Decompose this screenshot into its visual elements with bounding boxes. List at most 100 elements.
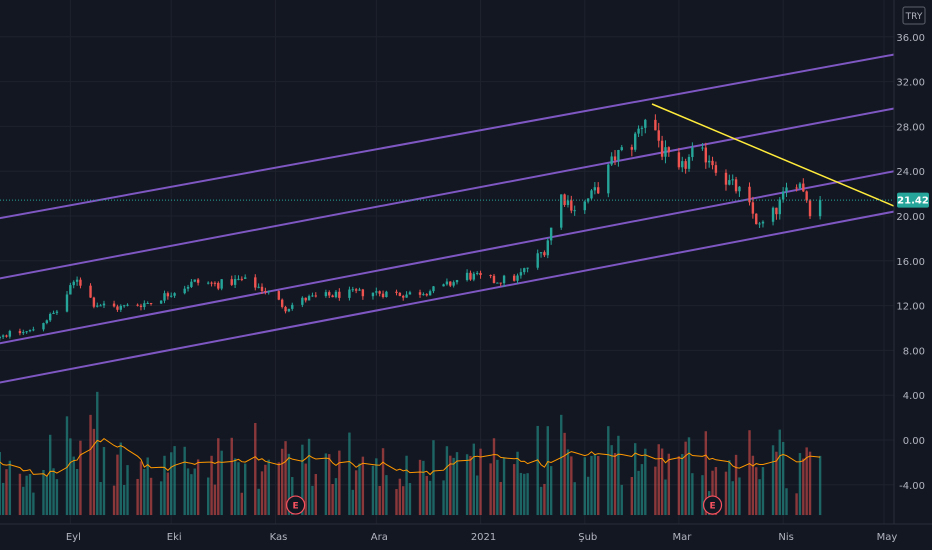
candle-body (45, 320, 49, 324)
candle-body (479, 272, 482, 276)
candle-body (210, 282, 213, 284)
volume-bar (755, 467, 758, 516)
volume-moving-average (0, 437, 821, 477)
channel-line[interactable] (0, 167, 918, 351)
volume-bar (684, 441, 687, 516)
candle-body (324, 292, 328, 297)
volume-bar (284, 441, 287, 516)
candle-body (660, 140, 664, 157)
volume-bar (425, 475, 428, 516)
candle-body (284, 306, 287, 312)
volume-bar (163, 455, 166, 516)
candle-body (734, 179, 738, 192)
volume-bar (351, 489, 354, 516)
channel-line[interactable] (0, 50, 918, 225)
volume-bar (748, 430, 751, 516)
candle-body (260, 286, 264, 291)
candle-body (99, 305, 102, 307)
candle-body (79, 279, 82, 286)
candle-body (523, 268, 526, 273)
candle-body (512, 275, 516, 281)
candle-body (687, 157, 691, 169)
volume-bar (254, 423, 257, 516)
volume-bar (149, 477, 153, 516)
candle-body (5, 335, 8, 337)
x-tick-label: May (877, 532, 898, 543)
candle-body (724, 172, 728, 185)
channel-line[interactable] (0, 104, 918, 285)
volume-bar (173, 446, 176, 516)
trend-line[interactable] (651, 103, 918, 216)
volume-bar (210, 455, 213, 516)
volume-bar (597, 455, 600, 516)
volume-bar (637, 470, 640, 516)
candle-body (691, 147, 694, 158)
candle-body (449, 281, 452, 286)
volume-bar (432, 440, 435, 516)
volume-bar (28, 473, 32, 516)
candle-body (597, 187, 600, 194)
volume-bar (502, 457, 506, 516)
volume-bar (381, 448, 385, 516)
candle-body (398, 292, 402, 296)
candle-body (96, 305, 99, 307)
candle-body (213, 282, 217, 284)
candle-body (607, 164, 610, 194)
volume-bar (761, 467, 765, 516)
candle-body (445, 281, 449, 285)
volume-bar (428, 480, 432, 516)
event-marker-label[interactable]: E (709, 502, 715, 512)
candle-body (361, 289, 365, 297)
volume-bar (802, 458, 805, 516)
volume-bar (751, 455, 755, 516)
volume-bar (422, 460, 425, 516)
event-marker-label[interactable]: E (293, 502, 299, 512)
candle-body (405, 294, 408, 298)
y-tick-label: 4.00 (903, 391, 925, 402)
volume-bar (402, 486, 405, 516)
volume-bar (230, 437, 233, 516)
volume-bar (122, 484, 126, 516)
volume-bar (449, 455, 452, 516)
candle-body (785, 187, 788, 192)
volume-bar (489, 463, 492, 516)
candle-body (48, 313, 52, 321)
volume-bar (32, 492, 35, 516)
candle-body (502, 275, 506, 284)
volume-bar (213, 484, 217, 516)
y-tick-label: 32.00 (896, 78, 925, 89)
price-axis[interactable]: 36.00 32.00 28.00 24.00 20.00 16.00 12.00 8.00 4… (896, 33, 925, 492)
volume-bar (516, 451, 519, 516)
candle-body (539, 252, 543, 254)
time-axis[interactable]: Eyl Eki Kas Ara 2021 Şub Mar Nis May (66, 532, 898, 543)
candle-body (637, 128, 640, 134)
candle-body (781, 191, 785, 200)
currency-badge[interactable]: TRY (902, 6, 926, 25)
candle-body (240, 278, 244, 280)
volume-bar (338, 450, 341, 516)
candle-body (375, 291, 378, 293)
volume-bar (593, 454, 597, 516)
volume-bar (543, 483, 546, 516)
candle-body (761, 221, 765, 224)
volume-bar (143, 468, 146, 516)
y-tick-label: 20.00 (896, 212, 925, 223)
volume-bar (617, 435, 620, 516)
candle-body (102, 303, 106, 306)
volume-bar (644, 448, 647, 516)
volume-bar (1, 482, 5, 516)
volume-bar (677, 456, 681, 516)
candle-body (543, 252, 546, 256)
volume-bar (190, 474, 193, 516)
candle-body (170, 295, 173, 297)
volume-bar (724, 471, 728, 516)
channel-line[interactable] (0, 207, 918, 390)
candle-body (452, 282, 455, 286)
volume-bar (116, 454, 119, 516)
volume-bar (640, 464, 644, 516)
candle-body (798, 183, 802, 189)
candle-body (0, 336, 1, 339)
channel-lines[interactable] (0, 50, 918, 389)
volume-bar (314, 474, 317, 516)
